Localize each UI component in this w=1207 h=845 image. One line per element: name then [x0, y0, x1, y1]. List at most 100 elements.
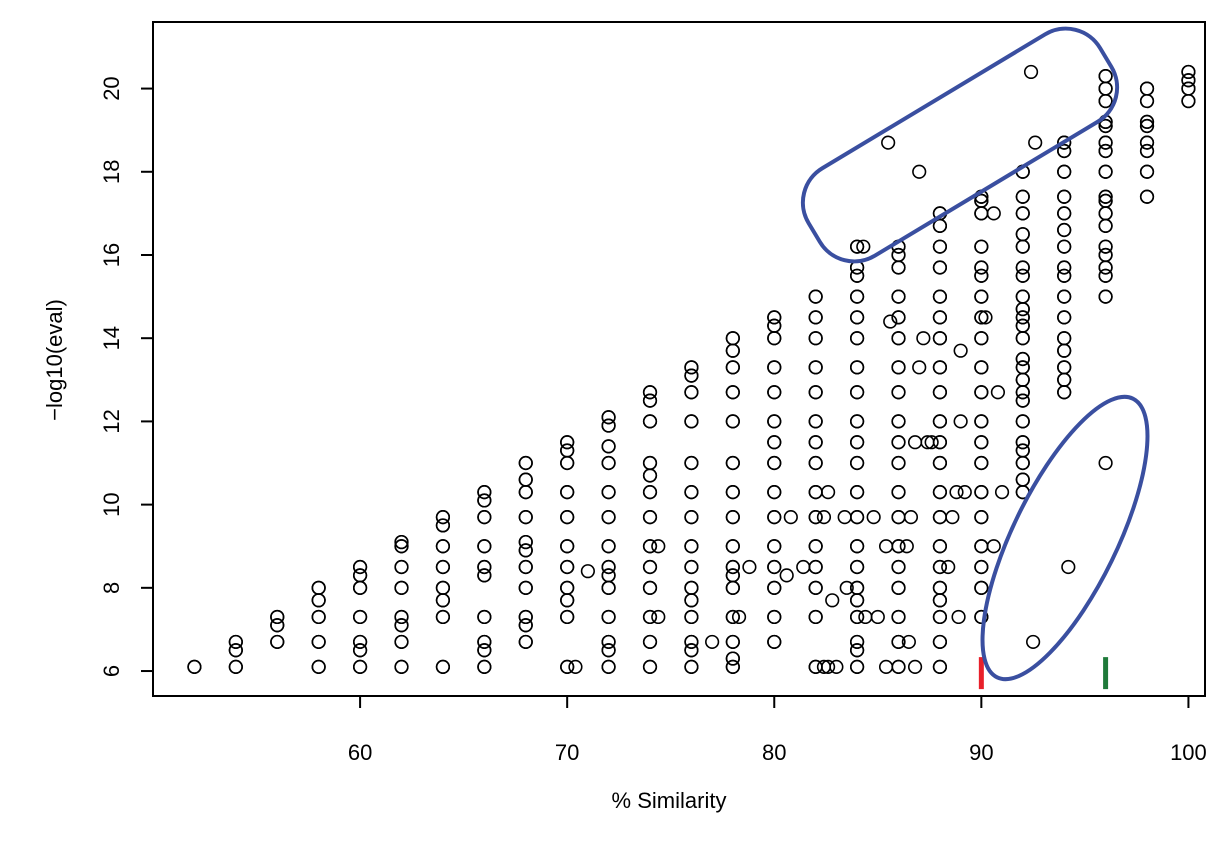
data-point [725, 580, 740, 595]
data-point [642, 509, 658, 525]
data-point [849, 559, 865, 575]
data-point [725, 343, 740, 358]
x-axis-title: % Similarity [612, 788, 727, 813]
data-point [518, 559, 533, 575]
data-point [779, 568, 794, 583]
data-point [560, 539, 575, 554]
data-point [808, 609, 823, 625]
data-point [974, 331, 989, 346]
data-point [518, 534, 533, 550]
data-point [808, 360, 823, 375]
data-point [901, 634, 916, 650]
data-point [849, 289, 865, 304]
data-point [1098, 143, 1113, 159]
data-point [705, 634, 720, 650]
data-point [1139, 135, 1155, 150]
data-point [1098, 289, 1113, 304]
data-point [849, 385, 865, 400]
data-point [891, 310, 906, 325]
data-point [974, 580, 989, 595]
data-point [560, 580, 575, 595]
data-point [1015, 227, 1030, 242]
data-point [990, 385, 1006, 400]
data-point [477, 568, 492, 583]
data-point [849, 580, 865, 595]
data-point [560, 485, 575, 500]
data-point [849, 360, 865, 375]
data-point [903, 509, 919, 525]
data-point [684, 659, 699, 674]
data-point [642, 485, 658, 500]
data-point [725, 485, 740, 500]
data-point [932, 659, 948, 674]
data-point [974, 414, 989, 429]
data-point [560, 609, 575, 625]
data-point [932, 360, 948, 375]
data-point [601, 659, 616, 674]
data-point [808, 580, 823, 595]
data-point [767, 331, 782, 346]
data-point [829, 659, 844, 674]
threshold-markers [978, 657, 1109, 690]
data-point [1057, 385, 1072, 400]
data-point [808, 310, 823, 325]
data-point [1139, 143, 1155, 159]
data-point [1098, 455, 1113, 471]
data-point [394, 618, 409, 633]
y-tick-label: 8 [99, 582, 124, 594]
data-point [1098, 118, 1113, 134]
data-point [684, 643, 699, 658]
data-point [1015, 435, 1030, 450]
y-tick-label: 16 [99, 243, 124, 267]
data-point [352, 559, 368, 575]
data-point [560, 443, 575, 458]
data-point [849, 331, 865, 346]
data-point [808, 559, 823, 575]
data-point [1098, 268, 1113, 283]
data-point [949, 485, 964, 500]
data-point [767, 385, 782, 400]
data-point [684, 414, 699, 429]
data-point [270, 609, 285, 625]
data-point [1015, 393, 1030, 408]
data-point [311, 634, 326, 650]
data-point [1139, 164, 1155, 179]
data-point [1057, 143, 1072, 159]
data-point [394, 609, 409, 625]
data-point [974, 559, 989, 575]
data-point [808, 435, 823, 450]
data-point [849, 268, 865, 283]
data-point [642, 414, 658, 429]
data-point [684, 580, 699, 595]
data-point [725, 634, 740, 650]
data-point [1139, 81, 1155, 96]
data-point [725, 414, 740, 429]
data-point [1015, 318, 1030, 333]
data-point [684, 509, 699, 525]
data-point [858, 609, 873, 625]
data-point [731, 609, 747, 625]
data-point [941, 559, 956, 575]
data-point [1015, 331, 1030, 346]
data-point [518, 609, 533, 625]
data-point [518, 543, 533, 558]
data-point [601, 485, 616, 500]
data-point [228, 643, 243, 658]
data-point [849, 509, 865, 525]
data-point [808, 485, 823, 500]
data-point [878, 539, 894, 554]
data-point [394, 534, 409, 550]
data-point [920, 435, 935, 450]
data-point [311, 580, 326, 595]
data-point [837, 509, 852, 525]
data-point [891, 455, 906, 471]
x-tick-label: 90 [969, 740, 993, 765]
data-point [725, 360, 740, 375]
data-point [912, 360, 927, 375]
data-point [477, 539, 492, 554]
data-point [974, 539, 989, 554]
data-point [560, 509, 575, 525]
data-point [725, 509, 740, 525]
data-point [891, 414, 906, 429]
